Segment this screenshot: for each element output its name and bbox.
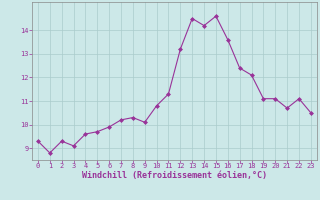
X-axis label: Windchill (Refroidissement éolien,°C): Windchill (Refroidissement éolien,°C) bbox=[82, 171, 267, 180]
